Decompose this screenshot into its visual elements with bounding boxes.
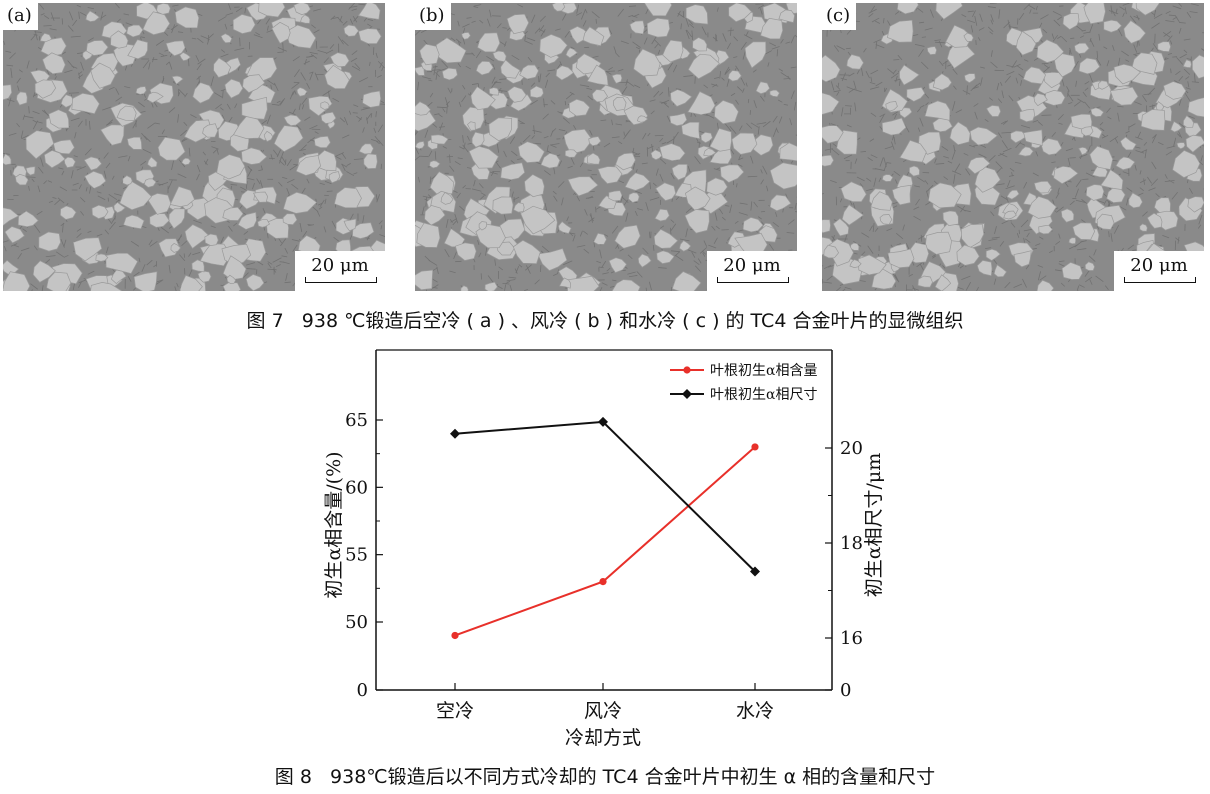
series-point-2 xyxy=(750,566,760,577)
micrograph-a-image xyxy=(3,3,385,291)
micrograph-c-image xyxy=(822,3,1204,291)
legend-marker-2 xyxy=(682,389,692,399)
legend-label-2: 叶根初生α相尺寸 xyxy=(710,386,817,403)
scale-bar-c: 20 μm xyxy=(1114,251,1204,291)
right-axis-title: 初生α相尺寸/μm xyxy=(863,453,885,598)
x-tick-label: 水冷 xyxy=(736,700,774,722)
scale-bar-c-text: 20 μm xyxy=(1130,255,1188,276)
left-tick-label: 50 xyxy=(345,612,368,633)
left-tick-label: 0 xyxy=(357,680,368,701)
series-point-1 xyxy=(751,443,759,451)
right-tick-label: 20 xyxy=(840,438,863,459)
x-tick-label: 风冷 xyxy=(584,700,622,722)
right-tick-label: 18 xyxy=(840,533,863,554)
left-tick-label: 60 xyxy=(345,477,368,498)
series-point-1 xyxy=(599,578,607,586)
x-axis-title: 冷却方式 xyxy=(565,727,641,749)
figure7-caption: 图 7 938 ℃锻造后空冷 ( a ) 、风冷 ( b ) 和水冷 ( c )… xyxy=(246,310,964,332)
panel-label-a: (a) xyxy=(3,3,38,30)
left-tick-label: 55 xyxy=(345,545,368,566)
right-tick-label: 0 xyxy=(840,680,851,701)
series-point-2 xyxy=(598,416,608,427)
alpha-grains xyxy=(415,3,797,291)
scale-bar-b: 20 μm xyxy=(707,251,797,291)
micrograph-b: (b) 20 μm xyxy=(415,3,797,291)
series-line-1 xyxy=(454,446,756,637)
legend-label-1: 叶根初生α相含量 xyxy=(710,362,817,379)
legend-marker-1 xyxy=(683,366,691,374)
scale-bar-c-line xyxy=(1124,277,1196,283)
figure8-caption: 图 8 938℃锻造后以不同方式冷却的 TC4 合金叶片中初生 α 相的含量和尺… xyxy=(274,766,936,788)
left-axis-title: 初生α相含量/(%) xyxy=(323,451,345,598)
panel-label-c: (c) xyxy=(822,3,857,30)
scale-bar-a-line xyxy=(305,277,377,283)
alpha-grains xyxy=(822,3,1204,291)
scale-bar-b-line xyxy=(717,277,789,283)
scale-bar-a-text: 20 μm xyxy=(311,255,369,276)
x-tick-label: 空冷 xyxy=(436,700,474,722)
panel-label-b: (b) xyxy=(415,3,451,30)
scale-bar-b-text: 20 μm xyxy=(723,255,781,276)
series-point-2 xyxy=(450,428,460,439)
micrograph-b-image xyxy=(415,3,797,291)
series-line-2 xyxy=(454,420,756,573)
micrograph-a: (a) 20 μm xyxy=(3,3,385,291)
series-point-1 xyxy=(451,631,459,640)
right-tick-label: 16 xyxy=(840,628,863,649)
alpha-grains xyxy=(3,3,385,291)
scale-bar-a: 20 μm xyxy=(295,251,385,291)
micrograph-c: (c) 20 μm xyxy=(822,3,1204,291)
left-tick-label: 65 xyxy=(345,410,368,431)
